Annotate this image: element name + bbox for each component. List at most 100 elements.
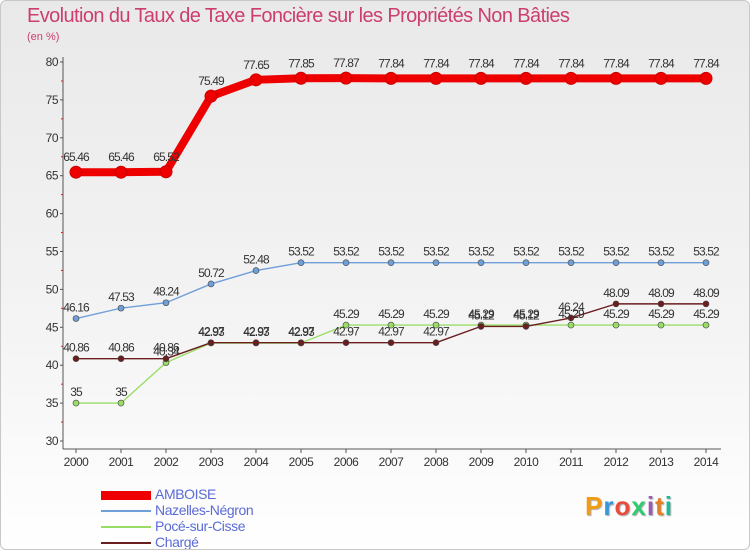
data-point-charge [252,339,260,346]
data-point-amboise [249,73,263,87]
data-point-amboise [69,165,83,179]
logo-letter: x [631,491,647,521]
data-point-nazelles-negron [702,259,710,267]
data-label-charge: 46.24 [558,300,585,314]
data-point-amboise [339,71,353,85]
data-label-poce-sur-cisse: 45.29 [468,307,495,321]
data-label-nazelles-negron: 53.52 [378,245,405,259]
data-label-charge: 45.12 [513,308,540,322]
data-point-amboise [654,71,668,85]
data-label-charge: 42.97 [378,325,405,339]
data-label-amboise: 65.52 [153,150,180,164]
x-tick-label: 2013 [649,455,675,469]
legend-label: Pocé-sur-Cisse [155,518,246,534]
data-label-nazelles-negron: 53.52 [603,245,630,259]
data-label-amboise: 65.46 [63,150,90,164]
data-label-amboise: 77.84 [693,56,720,70]
y-tick-label: 70 [46,131,59,145]
data-labels: 46.16 47.53 48.24 50.72 52.48 53.52 53.52 53.52… [63,56,721,399]
x-tick-label: 2012 [604,455,630,469]
legend-swatch [101,490,151,500]
data-point-poce-sur-cisse [117,399,125,407]
x-tick-label: 2001 [109,455,135,469]
data-point-charge [522,323,530,330]
data-label-amboise: 77.84 [468,56,495,70]
data-label-charge: 48.09 [648,286,675,300]
data-label-charge: 42.97 [288,325,315,339]
data-label-poce-sur-cisse: 45.29 [648,307,675,321]
data-point-nazelles-negron [657,259,665,267]
data-point-amboise [384,71,398,85]
data-point-nazelles-negron [387,259,395,267]
data-point-charge [297,339,305,346]
logo-letter: t [655,491,665,521]
x-tick-label: 2005 [289,455,315,469]
data-point-charge [702,300,710,308]
data-point-charge [612,300,620,308]
data-label-nazelles-negron: 53.52 [558,245,585,259]
legend-label: AMBOISE [155,486,216,502]
x-tick-label: 2014 [694,455,720,469]
data-point-charge [477,323,485,330]
logo-letter: i [664,491,673,521]
data-point-poce-sur-cisse [387,321,395,329]
y-tick-label: 75 [46,93,59,107]
data-point-poce-sur-cisse [657,321,665,329]
data-label-amboise: 77.84 [513,56,540,70]
x-tick-label: 2007 [379,455,405,469]
data-label-charge: 48.09 [603,286,630,300]
data-label-nazelles-negron: 53.52 [648,245,675,259]
data-label-nazelles-negron: 53.52 [513,245,540,259]
data-label-poce-sur-cisse: 45.29 [558,307,585,321]
data-point-charge [207,339,215,346]
y-tick-label: 55 [46,245,59,259]
data-label-poce-sur-cisse: 42.93 [198,325,225,339]
data-point-nazelles-negron [252,267,260,274]
data-point-nazelles-negron [432,259,440,267]
data-point-poce-sur-cisse [702,321,710,329]
y-tick-label: 45 [46,320,59,334]
proxiti-logo: Proxiti [585,491,673,522]
data-label-charge: 48.09 [693,286,720,300]
logo-letter: i [646,491,656,521]
data-point-charge [342,339,350,346]
data-point-nazelles-negron [477,259,485,267]
x-tick-label: 2006 [334,455,360,469]
data-label-amboise: 75.49 [198,74,225,88]
data-label-poce-sur-cisse: 45.29 [333,307,360,321]
data-point-nazelles-negron [162,299,170,307]
data-point-nazelles-negron [117,304,125,312]
data-label-charge: 42.97 [198,325,225,339]
data-label-poce-sur-cisse: 45.29 [423,307,450,321]
logo-letter: o [614,491,632,521]
legend-label: Chargé [155,534,199,550]
data-label-nazelles-negron: 53.52 [423,245,450,259]
data-point-amboise [564,71,578,85]
data-label-amboise: 77.65 [243,58,270,72]
data-point-poce-sur-cisse [432,321,440,329]
data-label-amboise: 77.84 [558,56,585,70]
legend-swatch [101,510,151,512]
x-tick-label: 2000 [64,455,90,469]
data-label-nazelles-negron: 48.24 [153,285,180,299]
data-label-poce-sur-cisse: 42.93 [288,325,315,339]
data-label-nazelles-negron: 53.52 [288,245,315,259]
data-point-charge [567,314,575,322]
data-point-charge [657,300,665,308]
data-point-poce-sur-cisse [567,321,575,329]
data-label-amboise: 77.84 [423,56,450,70]
y-tick-label: 40 [46,358,59,372]
data-label-nazelles-negron: 50.72 [198,266,225,280]
data-point-charge [72,355,80,362]
y-tick-label: 80 [46,55,59,69]
data-label-poce-sur-cisse: 45.29 [693,307,720,321]
data-label-poce-sur-cisse: 45.29 [378,307,405,321]
series-layer [69,71,713,407]
chart-title: Evolution du Taux de Taxe Foncière sur l… [27,5,570,27]
data-label-amboise: 77.84 [378,56,405,70]
y-tick-label: 65 [46,169,59,183]
data-label-amboise: 65.46 [108,150,135,164]
data-point-nazelles-negron [567,259,575,267]
legend-swatch [101,542,151,544]
